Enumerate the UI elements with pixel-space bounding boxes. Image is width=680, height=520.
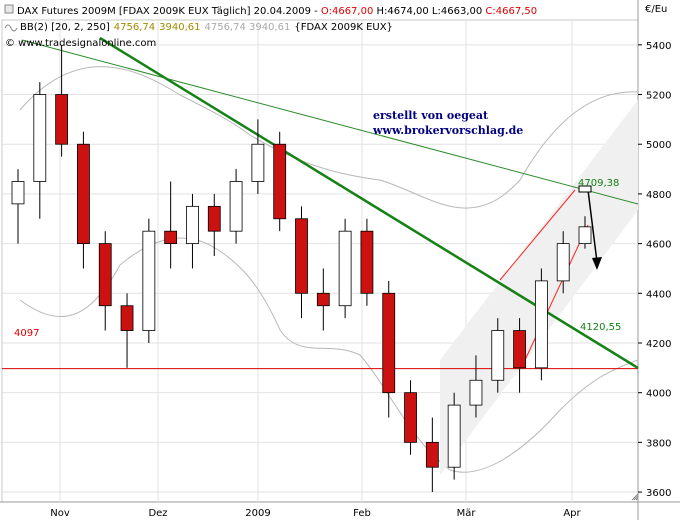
x-tick-label: Dez <box>148 508 167 519</box>
candle-body <box>229 181 243 232</box>
candle-body <box>33 94 47 182</box>
candle-body <box>404 392 417 443</box>
candle-body <box>98 243 112 307</box>
candle-body <box>55 94 69 145</box>
y-tick-label: 5400 <box>646 41 671 52</box>
candle-body <box>513 330 526 369</box>
projection-arrow-line <box>587 189 598 263</box>
y-tick-label: 4600 <box>646 240 671 251</box>
resize-grip-icon[interactable] <box>631 493 639 501</box>
bb-label: BB(2) [20, 2, 250] <box>20 22 110 33</box>
bb-icon <box>4 24 18 32</box>
candle-body <box>251 143 265 182</box>
header: DAX Futures 2009M [FDAX 2009K EUX Täglic… <box>4 4 537 49</box>
candle-body <box>425 441 439 468</box>
candle-body <box>534 280 548 369</box>
candle-body <box>207 205 221 232</box>
header-prefix: DAX Futures 2009M [FDAX 2009K EUX Täglic… <box>17 6 321 17</box>
currency-label: €/Eu <box>645 4 667 15</box>
copyright-text: © www.tradesignalonline.com <box>5 38 156 49</box>
value-label-lower: 4120,55 <box>580 322 621 333</box>
candle-body <box>11 181 25 205</box>
header-close: C:4667,50 <box>485 6 537 17</box>
y-tick-label: 4800 <box>646 190 671 201</box>
x-tick-label: Nov <box>50 508 70 519</box>
bb-mid: 4756,74 3940,61 <box>204 22 290 33</box>
y-tick-label: 5200 <box>646 91 671 102</box>
projection-arrow-head <box>592 257 602 270</box>
candle-body <box>142 230 156 331</box>
x-tick-label: 2009 <box>245 508 270 519</box>
y-tick-label: 5000 <box>646 140 671 151</box>
annotation-line1: erstellt von oegeat <box>373 109 489 122</box>
y-axis: 3600 3800 4000 4200 4400 4600 4800 5000 5200 5400 <box>638 41 671 499</box>
candle-body <box>447 404 461 468</box>
candle-body <box>164 230 178 245</box>
svg-text:DAX Futures 2009M [FDAX 2009K: DAX Futures 2009M [FDAX 2009K EUX Täglic… <box>17 6 537 17</box>
candle-body <box>578 226 592 245</box>
trend-line-thick <box>99 36 639 370</box>
x-axis: Nov Dez 2009 Feb Mär Apr <box>50 508 581 519</box>
candle-body <box>382 292 396 394</box>
candle-body <box>338 230 352 307</box>
x-tick-label: Feb <box>353 508 371 519</box>
high-marker <box>578 185 592 193</box>
bb-upper: 4756,74 <box>114 22 155 33</box>
candle-body <box>360 230 374 294</box>
y-tick-label: 3600 <box>646 488 671 499</box>
series-icon <box>4 4 14 14</box>
bollinger-upper <box>19 66 639 209</box>
value-label-upper: 4709,38 <box>578 178 619 189</box>
candle-body <box>186 205 199 245</box>
candle-body <box>469 379 483 406</box>
candle-body <box>316 292 330 307</box>
candle-body <box>556 243 570 282</box>
candle-body <box>120 305 134 331</box>
annotation-line2: www.brokervorschlag.de <box>372 124 523 137</box>
candle-body <box>77 143 90 245</box>
header-highlow: H:4674,00 L:4663,00 <box>373 6 485 17</box>
bb-suffix: {FDAX 2009K EUX} <box>294 22 393 33</box>
candle-body <box>273 143 287 220</box>
y-tick-label: 4400 <box>646 289 671 300</box>
y-tick-label: 4200 <box>646 339 671 350</box>
y-tick-label: 4000 <box>646 389 671 400</box>
y-tick-label: 3800 <box>646 438 671 449</box>
support-label: 4097 <box>14 328 39 339</box>
candle-body <box>295 218 308 294</box>
candles <box>11 44 592 493</box>
x-tick-label: Mär <box>457 508 477 519</box>
bollinger-lower <box>19 237 639 473</box>
red-channel-upper <box>499 189 576 281</box>
bb-lower: 3940,61 <box>159 22 200 33</box>
x-tick-label: Apr <box>563 508 581 519</box>
trend-line-thin <box>21 39 639 205</box>
header-open: O:4667,00 <box>321 6 373 17</box>
candle-body <box>491 330 505 381</box>
